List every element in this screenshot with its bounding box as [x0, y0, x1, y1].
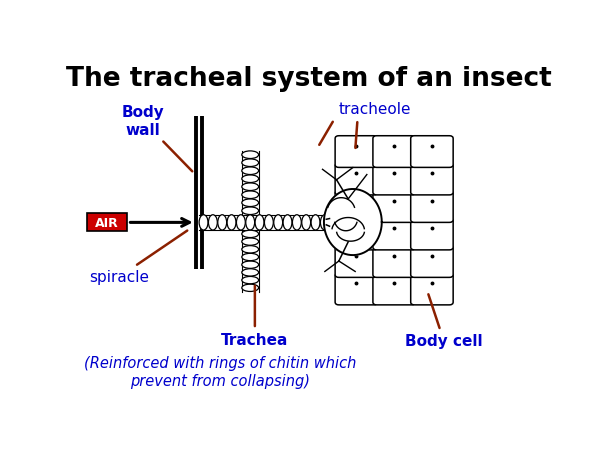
Ellipse shape [242, 160, 259, 167]
Ellipse shape [255, 215, 264, 230]
Ellipse shape [242, 175, 259, 183]
Ellipse shape [242, 231, 259, 238]
Ellipse shape [264, 215, 273, 230]
Ellipse shape [246, 215, 255, 230]
Ellipse shape [302, 215, 311, 230]
Text: tracheole: tracheole [339, 102, 411, 117]
Ellipse shape [242, 277, 259, 284]
Ellipse shape [208, 215, 217, 230]
Ellipse shape [218, 215, 226, 230]
Ellipse shape [242, 199, 259, 207]
FancyBboxPatch shape [411, 191, 453, 223]
Ellipse shape [242, 269, 259, 276]
FancyBboxPatch shape [411, 164, 453, 195]
Ellipse shape [242, 246, 259, 253]
Ellipse shape [293, 215, 301, 230]
Ellipse shape [242, 184, 259, 191]
Text: Trachea: Trachea [221, 286, 288, 347]
FancyBboxPatch shape [335, 274, 377, 305]
Ellipse shape [227, 215, 236, 230]
Text: Body cell: Body cell [405, 295, 483, 349]
FancyBboxPatch shape [411, 274, 453, 305]
Ellipse shape [242, 285, 259, 292]
FancyBboxPatch shape [373, 164, 415, 195]
FancyBboxPatch shape [411, 246, 453, 278]
Ellipse shape [274, 215, 282, 230]
FancyBboxPatch shape [411, 136, 453, 168]
FancyBboxPatch shape [335, 191, 377, 223]
Text: AIR: AIR [95, 216, 119, 230]
FancyBboxPatch shape [335, 136, 377, 168]
FancyBboxPatch shape [373, 274, 415, 305]
Text: (Reinforced with rings of chitin which
prevent from collapsing): (Reinforced with rings of chitin which p… [84, 356, 356, 388]
Ellipse shape [242, 262, 259, 269]
Ellipse shape [242, 167, 259, 175]
Ellipse shape [242, 207, 259, 215]
Ellipse shape [237, 215, 245, 230]
FancyBboxPatch shape [373, 219, 415, 250]
Polygon shape [324, 189, 382, 256]
FancyBboxPatch shape [335, 219, 377, 250]
Ellipse shape [242, 254, 259, 261]
Text: Body
wall: Body wall [122, 105, 192, 172]
FancyBboxPatch shape [373, 191, 415, 223]
Text: The tracheal system of an insect: The tracheal system of an insect [66, 66, 551, 92]
FancyBboxPatch shape [335, 246, 377, 278]
FancyBboxPatch shape [373, 246, 415, 278]
Ellipse shape [283, 215, 292, 230]
FancyBboxPatch shape [335, 164, 377, 195]
Ellipse shape [311, 215, 320, 230]
FancyBboxPatch shape [373, 136, 415, 168]
Ellipse shape [242, 192, 259, 199]
Ellipse shape [320, 215, 329, 230]
Ellipse shape [242, 239, 259, 246]
Ellipse shape [199, 215, 208, 230]
Ellipse shape [242, 152, 259, 159]
FancyBboxPatch shape [411, 219, 453, 250]
Bar [87, 214, 126, 232]
Text: spiracle: spiracle [90, 231, 187, 285]
